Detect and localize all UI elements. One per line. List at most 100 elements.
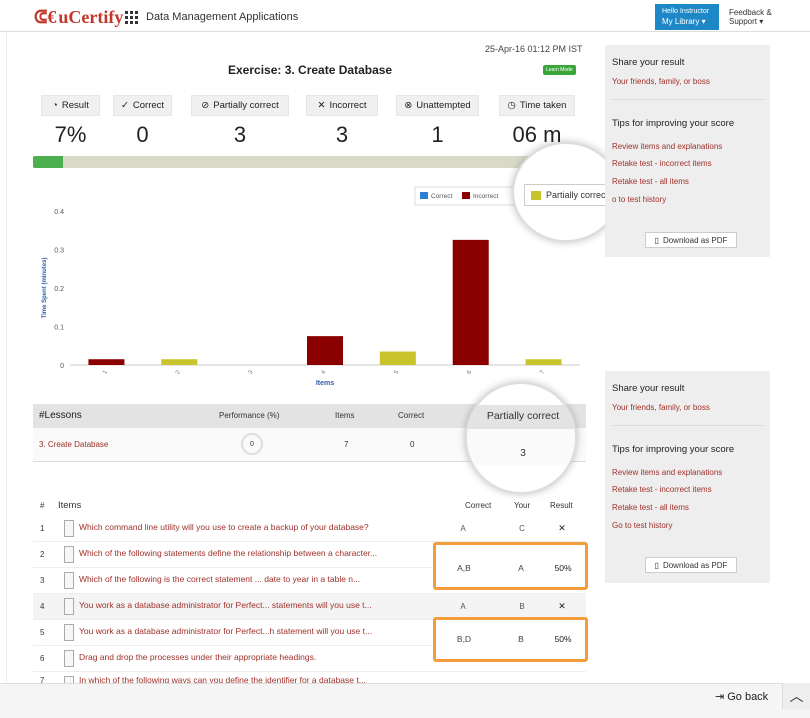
stat-time: ◷ Time taken — [499, 95, 575, 116]
row-num: 3 — [40, 576, 45, 585]
x-axis-label: Items — [316, 380, 334, 387]
question-link[interactable]: Drag and drop the processes under their … — [79, 652, 317, 662]
correct-answer: A — [460, 602, 466, 611]
stat-label: Incorrect — [329, 100, 367, 111]
table-row[interactable]: 5 You work as a database administrator f… — [33, 620, 586, 646]
support-label: Support ▾ — [729, 17, 764, 26]
lesson-link[interactable]: 3. Create Database — [39, 440, 109, 449]
y-axis-label: Time Spent (minutes) — [42, 258, 48, 319]
highlight-box-row-5: B,D B 50% — [433, 617, 588, 662]
scroll-top-button[interactable]: ︿ — [782, 683, 810, 709]
legend-item-partially-correct: Partially correct — [524, 184, 614, 206]
share-title: Share your result — [612, 57, 685, 68]
question-link[interactable]: Which of the following statements define… — [79, 548, 378, 558]
items-col-result: Result — [550, 501, 573, 510]
share-link[interactable]: Your friends, family, or boss — [612, 403, 710, 412]
pdf-label: Download as PDF — [662, 235, 728, 245]
lessons-col-performance: Performance (%) — [219, 411, 280, 420]
tips-title: Tips for improving your score — [612, 118, 735, 129]
partial-swatch — [531, 190, 541, 200]
table-row[interactable]: 3 Which of the following is the correct … — [33, 568, 586, 594]
performance-donut: 0 — [241, 433, 263, 455]
apps-grid-icon[interactable] — [125, 11, 138, 24]
check-icon: ✓ — [120, 100, 129, 111]
items-header: # Items Correct Your Result — [33, 495, 586, 515]
row-num: 5 — [40, 628, 45, 637]
feedback-label: Feedback & — [729, 8, 772, 17]
x-tick-label: 4 — [321, 369, 328, 375]
items-col-items: Items — [58, 500, 82, 511]
question-link[interactable]: Which command line utility will you use … — [79, 522, 369, 532]
exit-icon: ⇥ — [715, 691, 725, 703]
my-library-menu[interactable]: Hello Instructor My Library ▾ — [655, 4, 719, 30]
table-row[interactable]: 6 Drag and drop the processes under thei… — [33, 646, 586, 672]
your-answer: B — [518, 634, 524, 644]
document-icon — [64, 546, 74, 563]
stat-label: Result — [61, 100, 89, 111]
eye-slash-icon: ⊗ — [404, 100, 413, 111]
correct-value: 0 — [136, 122, 149, 147]
ucertify-logo[interactable]: ᕳ€ uCertify — [34, 7, 124, 27]
retake-incorrect-link[interactable]: Retake test - incorrect items — [612, 159, 712, 168]
partial-column-magnifier: Partially correct 3 — [465, 382, 577, 494]
table-row[interactable]: 1 Which command line utility will you us… — [33, 516, 586, 542]
your-answer: B — [519, 602, 525, 611]
review-items-link[interactable]: Review items and explanations — [612, 142, 723, 151]
question-link[interactable]: You work as a database administrator for… — [79, 600, 372, 610]
retake-all-link[interactable]: Retake test - all items — [612, 503, 689, 512]
x-tick-label: 5 — [394, 369, 401, 375]
question-link[interactable]: In which of the following ways can you d… — [79, 675, 366, 684]
test-history-link[interactable]: Go to test history — [612, 521, 673, 530]
x-tick-label: 1 — [102, 369, 109, 375]
row-num: 1 — [40, 524, 45, 533]
x-icon: ✕ — [317, 100, 326, 111]
download-pdf-button[interactable]: ▯ Download as PDF — [645, 557, 737, 573]
x-tick-label: 7 — [539, 369, 546, 375]
partial-value: 3 — [233, 122, 247, 147]
lessons-col-lesson: #Lessons — [39, 410, 82, 421]
review-items-link[interactable]: Review items and explanations — [612, 468, 723, 477]
share-title: Share your result — [612, 383, 685, 394]
exercise-date: 25-Apr-16 01:12 PM IST — [485, 44, 583, 54]
test-history-link[interactable]: o to test history — [612, 195, 667, 204]
lessons-col-correct: Correct — [398, 411, 425, 420]
y-tick-label: 0.1 — [54, 325, 64, 332]
bar-item-4 — [307, 336, 343, 365]
result-icon: ◔ — [52, 100, 58, 111]
unattempted-value: 1 — [431, 122, 444, 147]
stat-label: Correct — [132, 100, 165, 111]
table-row[interactable]: 2 Which of the following statements defi… — [33, 542, 586, 568]
pdf-label: Download as PDF — [662, 560, 728, 570]
items-col-num: # — [40, 501, 45, 510]
stat-incorrect: ✕ Incorrect — [306, 95, 378, 116]
x-tick-label: 3 — [248, 369, 255, 375]
go-back-label: Go back — [727, 690, 769, 703]
stat-partial: ⊘ Partially correct — [191, 95, 289, 116]
stat-label: Partially correct — [213, 100, 279, 111]
row-num: 7 — [40, 676, 45, 684]
feedback-support-menu[interactable]: Feedback & Support ▾ — [729, 8, 772, 26]
retake-all-link[interactable]: Retake test - all items — [612, 177, 689, 186]
document-icon — [64, 624, 74, 641]
correct-answer: B,D — [456, 634, 472, 644]
document-icon — [64, 650, 74, 667]
question-link[interactable]: You work as a database administrator for… — [79, 626, 373, 636]
table-row[interactable]: 4 You work as a database administrator f… — [33, 594, 586, 620]
share-link[interactable]: Your friends, family, or boss — [612, 77, 710, 86]
items-col-correct: Correct — [465, 501, 492, 510]
footer-bar — [0, 683, 810, 718]
incorrect-value: 3 — [335, 122, 349, 147]
instructor-greeting: Hello Instructor — [662, 8, 710, 15]
retake-incorrect-link[interactable]: Retake test - incorrect items — [612, 485, 712, 494]
lessons-col-items: Items — [335, 411, 355, 420]
row-num: 4 — [40, 602, 45, 611]
row-num: 2 — [40, 550, 45, 559]
y-tick-label: 0 — [60, 363, 64, 370]
sidebar-share-bottom: Share your result Your friends, family, … — [605, 371, 770, 583]
download-pdf-button[interactable]: ▯ Download as PDF — [645, 232, 737, 248]
result-progress-fill — [33, 156, 64, 168]
question-link[interactable]: Which of the following is the correct st… — [79, 574, 361, 584]
time-spent-chart: 0 0.1 0.2 0.3 0.4 Time Spent (minutes) Items 1 2… — [42, 186, 590, 387]
go-back-button[interactable]: ⇥ Go back — [715, 690, 769, 704]
bar-item-6 — [452, 239, 489, 365]
